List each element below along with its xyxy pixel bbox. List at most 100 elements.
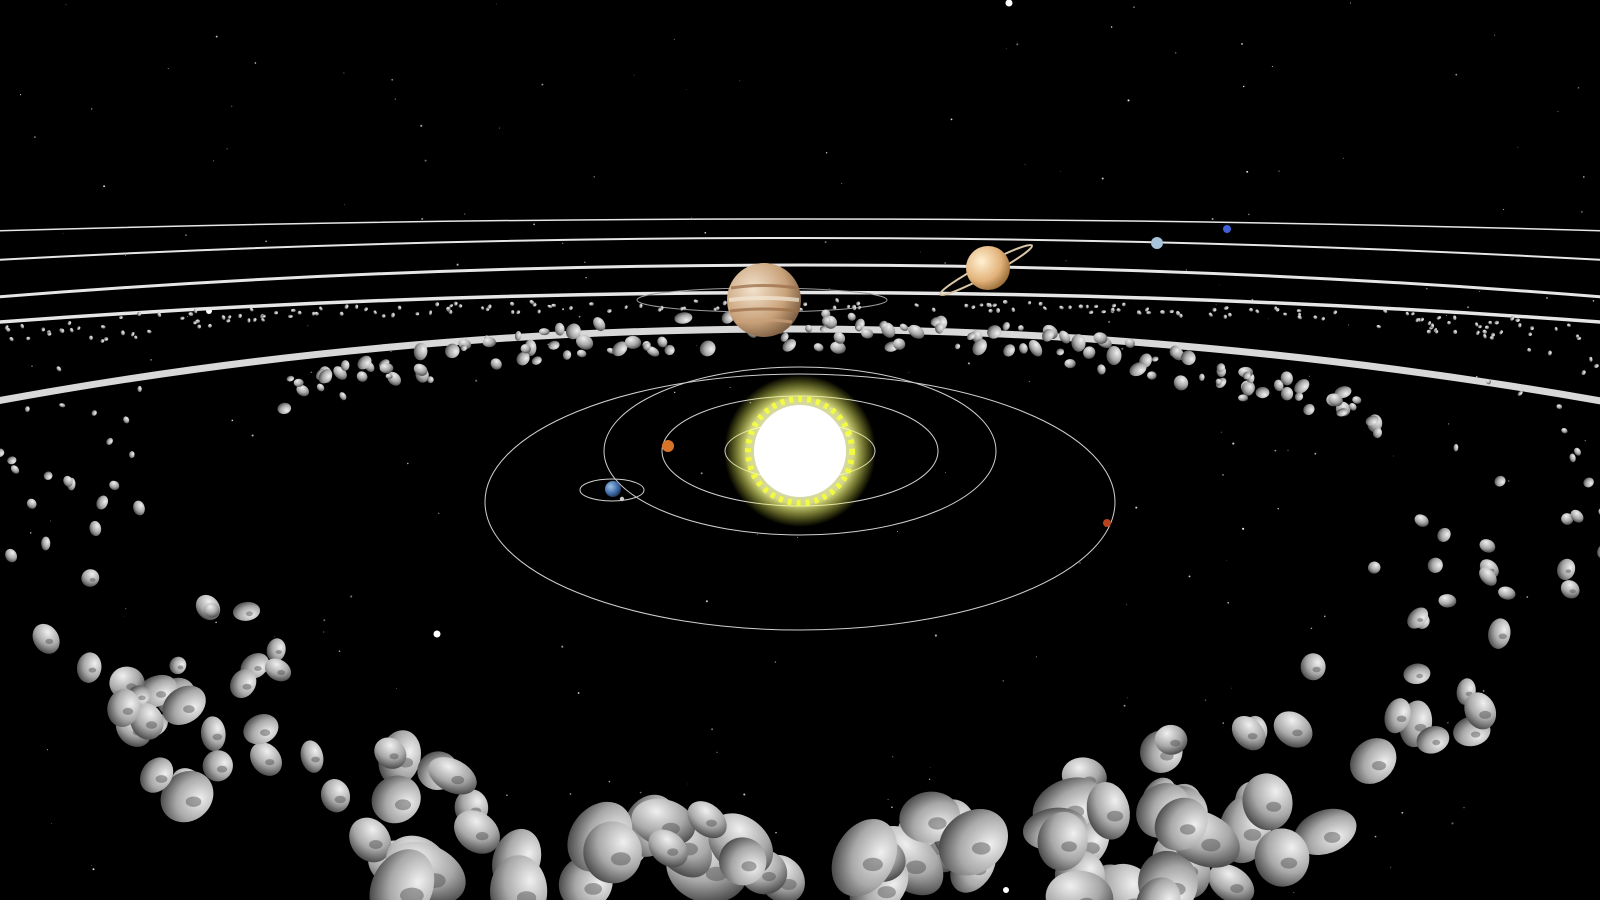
orbit-mars <box>484 373 1116 631</box>
asteroid <box>1254 828 1310 887</box>
jupiter[interactable] <box>727 263 801 337</box>
asteroid <box>47 331 52 336</box>
asteroid <box>5 548 18 563</box>
asteroid <box>914 303 919 308</box>
asteroid <box>988 308 993 313</box>
star <box>1389 866 1392 868</box>
asteroid <box>460 344 467 352</box>
planets[interactable] <box>605 225 1231 527</box>
asteroid <box>1376 324 1382 329</box>
asteroid <box>861 328 874 339</box>
asteroid <box>1124 338 1135 348</box>
asteroid <box>1593 363 1599 369</box>
asteroid <box>238 313 242 319</box>
star <box>739 80 741 82</box>
asteroid <box>682 306 687 311</box>
star <box>254 62 257 64</box>
star <box>1060 171 1062 173</box>
asteroid <box>1569 453 1576 463</box>
asteroid <box>612 341 628 357</box>
neptune[interactable] <box>1223 225 1231 233</box>
asteroid <box>1415 318 1419 323</box>
star <box>323 619 326 622</box>
star <box>1310 627 1313 630</box>
asteroid <box>41 536 51 551</box>
asteroid <box>286 375 295 382</box>
asteroid <box>1129 362 1147 377</box>
asteroid <box>583 821 642 884</box>
asteroid <box>1227 312 1232 317</box>
asteroid <box>1241 382 1254 396</box>
asteroid <box>856 301 861 306</box>
asteroid <box>1437 527 1451 542</box>
asteroid <box>1333 310 1338 315</box>
asteroid <box>1434 329 1439 334</box>
star <box>424 159 427 162</box>
star <box>1123 704 1126 707</box>
star <box>1580 210 1583 213</box>
asteroid <box>67 320 72 326</box>
star <box>34 136 36 138</box>
earth[interactable] <box>605 481 621 497</box>
asteroid <box>992 303 997 307</box>
sun[interactable] <box>724 375 876 527</box>
asteroid <box>1561 427 1568 434</box>
star <box>1308 375 1310 377</box>
star <box>891 806 893 809</box>
asteroid <box>1274 306 1278 311</box>
star <box>123 616 124 617</box>
saturn[interactable] <box>937 240 1034 299</box>
mars[interactable] <box>1103 519 1111 527</box>
asteroid <box>314 311 319 316</box>
asteroid <box>446 306 451 311</box>
asteroid <box>831 818 898 897</box>
uranus[interactable] <box>1151 237 1163 249</box>
asteroid <box>1488 320 1493 325</box>
asteroid <box>203 603 220 618</box>
asteroid <box>147 329 152 334</box>
asteroid <box>1515 318 1520 323</box>
asteroid <box>551 303 557 308</box>
asteroid <box>1556 404 1563 410</box>
asteroid <box>1475 330 1480 336</box>
asteroid <box>995 308 1001 313</box>
star <box>231 419 234 422</box>
asteroid <box>1216 363 1226 372</box>
asteroid <box>1169 309 1174 314</box>
outer-orbit-lines <box>0 218 1600 405</box>
asteroid <box>1482 333 1487 339</box>
venus[interactable] <box>662 440 674 452</box>
star <box>1557 110 1559 113</box>
asteroid <box>510 310 515 315</box>
asteroid <box>1169 345 1180 357</box>
star <box>310 371 313 374</box>
asteroid <box>24 406 30 412</box>
star <box>438 512 440 515</box>
asteroid <box>1583 477 1594 488</box>
asteroid <box>230 669 257 699</box>
asteroid <box>1093 332 1108 344</box>
asteroid <box>1255 309 1260 314</box>
star <box>1271 66 1273 68</box>
asteroid <box>1517 390 1523 396</box>
star <box>1278 170 1280 172</box>
asteroid <box>1349 403 1357 411</box>
asteroid <box>1037 811 1088 871</box>
asteroid <box>1101 309 1106 314</box>
star <box>495 3 497 5</box>
asteroid <box>1557 558 1576 581</box>
asteroid <box>1238 394 1249 402</box>
asteroid <box>1068 305 1072 310</box>
star <box>711 728 714 731</box>
moon[interactable] <box>619 496 625 502</box>
star <box>231 105 233 107</box>
star <box>1065 260 1067 262</box>
asteroid <box>221 315 226 320</box>
asteroid <box>1597 543 1600 559</box>
star <box>1231 687 1232 689</box>
asteroid <box>1489 336 1494 340</box>
asteroid <box>226 318 231 323</box>
asteroid <box>1416 726 1450 754</box>
